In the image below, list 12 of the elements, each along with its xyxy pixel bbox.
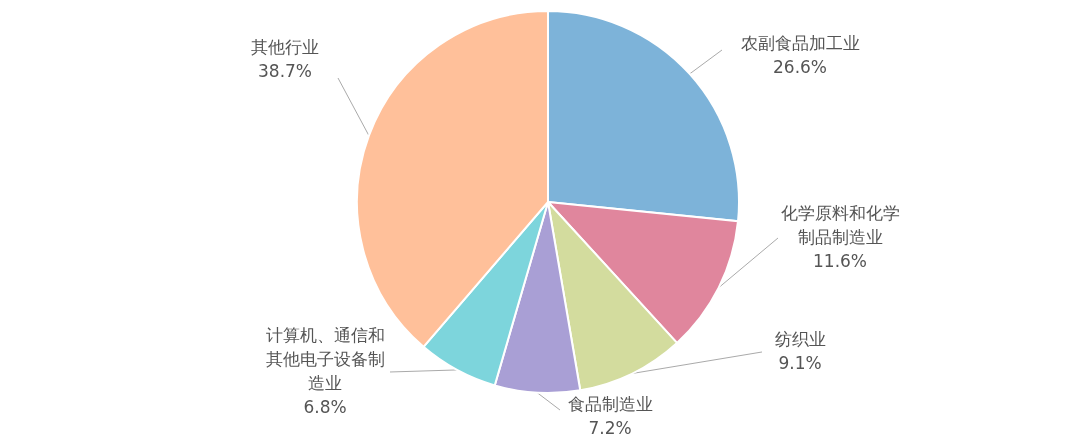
slice-label: 农副食品加工业 [740,33,860,53]
data-label: 11.6% [812,251,868,271]
slice-label: 纺织业 [774,329,826,349]
slice-label: 计算机、通信和其他电子设备制造业 [265,325,385,393]
data-label: 38.7% [257,61,313,81]
data-label: 6.8% [303,397,347,417]
slice-label: 其他行业 [251,37,319,57]
data-label: 7.2% [588,418,632,438]
slice-label: 食品制造业 [567,394,653,414]
slice-label: 化学原料和化学制品制造业 [780,203,900,247]
data-label: 26.6% [772,57,828,77]
data-label: 9.1% [778,353,822,373]
